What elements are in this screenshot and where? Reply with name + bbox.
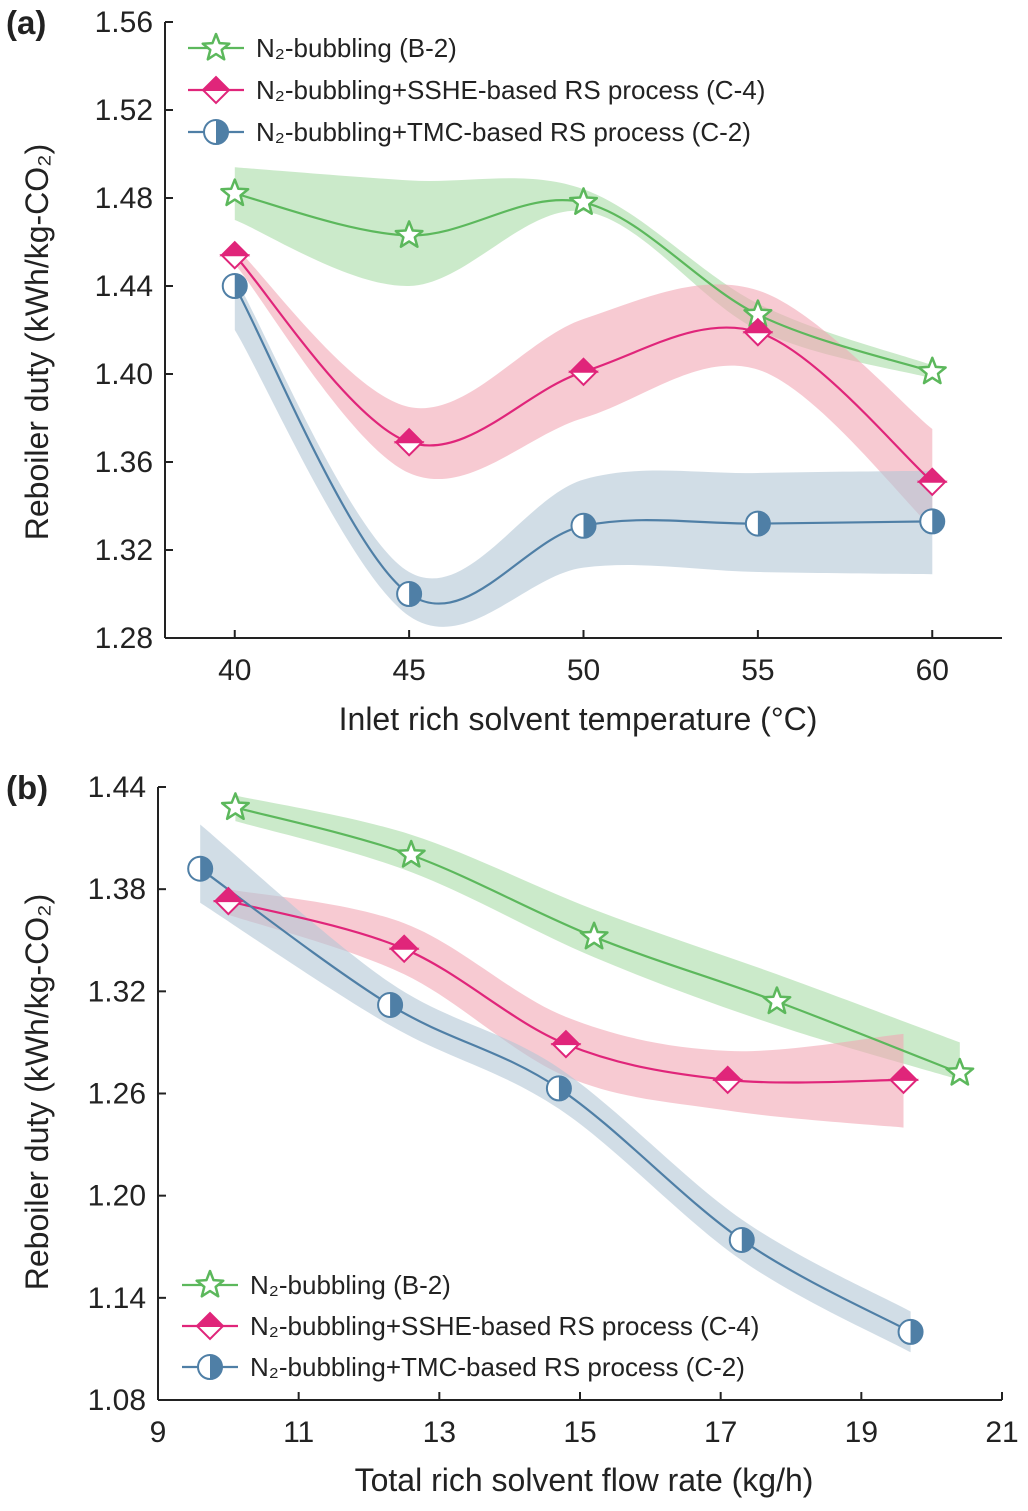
y-tick-label: 1.26 [88,1078,146,1111]
x-axis-title: Total rich solvent flow rate (kg/h) [355,1462,814,1498]
legend: N₂-bubbling (B-2) N₂-bubbling+SSHE-based … [188,32,765,147]
legend-item-2: N₂-bubbling+TMC-based RS process (C-2) [188,117,751,147]
legend-item-1: N₂-bubbling+SSHE-based RS process (C-4) [182,1311,759,1341]
point-series-2-2 [545,1075,572,1102]
y-axis-title: Reboiler duty (kWh/kg-CO₂) [19,144,55,541]
chart-panel-b: (b) 1.081.141.201.261.321.381.449 11 13 15 1… [6,769,1019,1498]
x-tick-label: 11 [283,1416,314,1449]
point-series-2-1 [377,991,404,1018]
point-series-2-0 [221,273,248,299]
legend-label: N₂-bubbling+SSHE-based RS process (C-4) [250,1311,759,1341]
x-tick-label: 15 [563,1416,596,1449]
point-series-1-2 [550,1029,582,1059]
point-series-1-3 [742,317,774,347]
legend-item-1: N₂-bubbling+SSHE-based RS process (C-4) [188,75,765,105]
point-series-0-0 [220,792,250,821]
line-series-2 [233,285,933,605]
y-axis-title: Reboiler duty (kWh/kg-CO₂) [19,894,55,1291]
legend-label: N₂-bubbling+TMC-based RS process (C-2) [256,117,751,147]
y-tick-label: 1.14 [88,1282,146,1315]
legend-label: N₂-bubbling (B-2) [250,1270,451,1300]
point-series-1-4 [916,467,948,497]
x-tick-label: 9 [150,1416,167,1449]
x-tick-label: 21 [985,1416,1018,1449]
point-series-1-3 [712,1065,744,1095]
panel-label: (a) [6,4,46,41]
legend-marker [194,1311,226,1341]
point-series-0-2 [579,921,609,950]
point-series-0-1 [396,839,426,868]
y-tick-label: 1.44 [88,771,146,804]
point-series-1-0 [212,886,244,916]
y-tick-label: 1.38 [88,873,146,906]
tick-labels: 1.08 1.14 1.20 1.26 1.32 1.38 1.44 9 11 13 15 17 19 2… [88,771,1019,1449]
legend-label: N₂-bubbling+SSHE-based RS process (C-4) [256,75,765,105]
x-tick-label: 50 [567,654,600,687]
legend-marker [197,1354,223,1380]
point-series-0-3 [762,986,792,1015]
point-series-1-1 [388,934,420,964]
confidence-bands [234,167,933,627]
panel-label: (b) [6,769,48,806]
y-tick-label: 1.44 [95,270,153,303]
y-tick-label: 1.32 [88,975,146,1008]
legend-label: N₂-bubbling+TMC-based RS process (C-2) [250,1352,745,1382]
y-tick-label: 1.48 [95,182,153,215]
point-series-0-4 [917,356,947,385]
y-tick-label: 1.28 [95,622,153,655]
series-markers [219,178,948,607]
legend-marker [195,1269,225,1298]
legend-label: N₂-bubbling (B-2) [256,33,457,63]
point-series-2-4 [897,1318,924,1345]
legend-marker [203,119,229,145]
legend-item-2: N₂-bubbling+TMC-based RS process (C-2) [182,1352,745,1382]
confidence-bands [200,795,960,1353]
chart-panel-a: (a) 1.28 1.32 1.36 1.40 1.44 1.48 1.52 1.56 40 45… [6,4,1002,737]
point-series-2-3 [744,510,771,537]
y-tick-label: 1.08 [88,1384,146,1417]
tick-labels: 1.28 1.32 1.36 1.40 1.44 1.48 1.52 1.56 40 45 50 55… [95,6,949,687]
point-series-2-3 [728,1226,755,1253]
x-tick-label: 55 [741,654,774,687]
x-tick-label: 17 [704,1416,737,1449]
point-series-0-2 [568,187,599,215]
legend-marker [201,32,231,61]
point-series-1-0 [219,240,251,270]
x-tick-label: 13 [423,1416,456,1449]
x-tick-label: 45 [392,654,425,687]
point-series-1-1 [393,427,425,457]
legend-item-0: N₂-bubbling (B-2) [182,1269,451,1300]
y-tick-label: 1.52 [95,94,153,127]
point-series-2-0 [187,855,214,882]
legend-marker [200,75,232,105]
point-series-0-4 [945,1057,975,1086]
point-series-0-0 [220,178,250,207]
y-tick-label: 1.36 [95,446,153,479]
y-tick-label: 1.20 [88,1180,146,1213]
band-series-2 [234,277,933,627]
y-tick-label: 1.40 [95,358,153,391]
x-tick-label: 40 [218,654,251,687]
x-tick-label: 60 [916,654,949,687]
point-series-0-1 [394,220,424,248]
legend-item-0: N₂-bubbling (B-2) [188,32,457,63]
point-series-1-4 [888,1065,919,1095]
point-series-1-2 [568,357,599,387]
legend: N₂-bubbling (B-2) N₂-bubbling+SSHE-based … [182,1269,759,1382]
x-axis-title: Inlet rich solvent temperature (°C) [339,701,818,737]
series-markers [187,792,975,1345]
x-tick-label: 19 [845,1416,878,1449]
y-tick-label: 1.56 [95,6,153,39]
axes [164,21,1002,639]
axes [157,786,1003,1401]
point-series-2-4 [919,508,946,535]
point-series-2-2 [570,512,597,539]
y-tick-label: 1.32 [95,534,153,567]
point-series-2-1 [396,581,423,607]
